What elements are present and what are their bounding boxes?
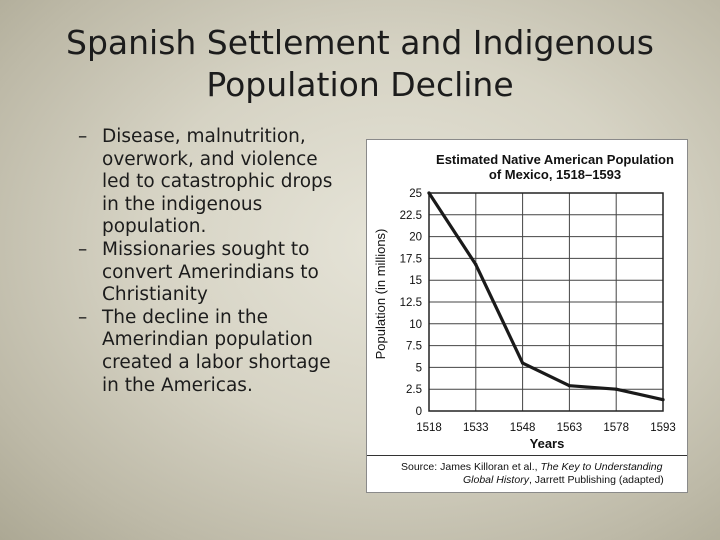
- x-tick-label: 1533: [463, 422, 489, 434]
- bullet-item: Disease, malnutrition, overwork, and vio…: [78, 126, 350, 239]
- tick-layer: 0 2.5 5 7.5 10 12.5 15 17.5 20 22.5 25 1518 1533 1548…: [400, 188, 676, 434]
- data-point: [474, 262, 478, 267]
- series-line: [427, 191, 665, 402]
- x-axis-label: Years: [530, 436, 565, 451]
- source-title-a: The Key to Understanding: [540, 461, 663, 473]
- y-tick-label: 20: [409, 232, 422, 244]
- chart-title-line-2: of Mexico, 1518–1593: [489, 167, 621, 182]
- bullet-list: Disease, malnutrition, overwork, and vio…: [78, 126, 350, 397]
- bullet-item: Missionaries sought to convert Amerindia…: [78, 239, 350, 307]
- x-tick-label: 1578: [603, 422, 629, 434]
- y-tick-label: 2.5: [406, 384, 422, 396]
- source-line-2: Global History, Jarrett Publishing (adap…: [463, 474, 664, 487]
- bullet-item: The decline in the Amerindian population…: [78, 307, 350, 397]
- chart-title-line-1: Estimated Native American Population: [436, 152, 674, 167]
- data-point: [661, 398, 665, 402]
- data-point: [614, 387, 618, 391]
- x-tick-label: 1518: [416, 422, 442, 434]
- series-layer: [427, 191, 665, 402]
- source-suffix: , Jarrett Publishing (adapted): [528, 474, 664, 486]
- x-tick-label: 1548: [510, 422, 536, 434]
- plot-frame: [428, 192, 664, 412]
- grid-layer: [428, 192, 664, 412]
- y-tick-label: 12.5: [400, 297, 422, 309]
- source-title-b: Global History: [463, 474, 529, 486]
- x-tick-label: 1563: [557, 422, 583, 434]
- population-chart: Estimated Native American Population of …: [366, 139, 688, 493]
- y-tick-label: 7.5: [406, 341, 422, 353]
- y-tick-label: 15: [409, 275, 422, 287]
- data-point: [567, 384, 571, 388]
- slide-title-line-2: Population Decline: [206, 65, 514, 104]
- y-tick-label: 17.5: [400, 253, 422, 265]
- y-tick-label: 5: [416, 362, 422, 374]
- y-tick-label: 22.5: [400, 210, 422, 222]
- chart-source: Source: James Killoran et al., The Key t…: [367, 455, 687, 493]
- y-tick-label: 10: [409, 319, 422, 331]
- data-point: [427, 191, 431, 195]
- source-prefix: Source: James Killoran et al.,: [401, 461, 541, 473]
- y-axis-label: Population (in millions): [373, 229, 388, 360]
- slide-title: Spanish Settlement and Indigenous Popula…: [40, 22, 680, 106]
- y-tick-label: 0: [416, 406, 422, 418]
- source-line-1: Source: James Killoran et al., The Key t…: [401, 461, 662, 474]
- y-tick-label: 25: [409, 188, 422, 200]
- slide-title-line-1: Spanish Settlement and Indigenous: [66, 23, 654, 62]
- chart-svg: Estimated Native American Population of …: [373, 152, 676, 451]
- x-tick-label: 1593: [650, 422, 676, 434]
- data-point: [521, 361, 525, 365]
